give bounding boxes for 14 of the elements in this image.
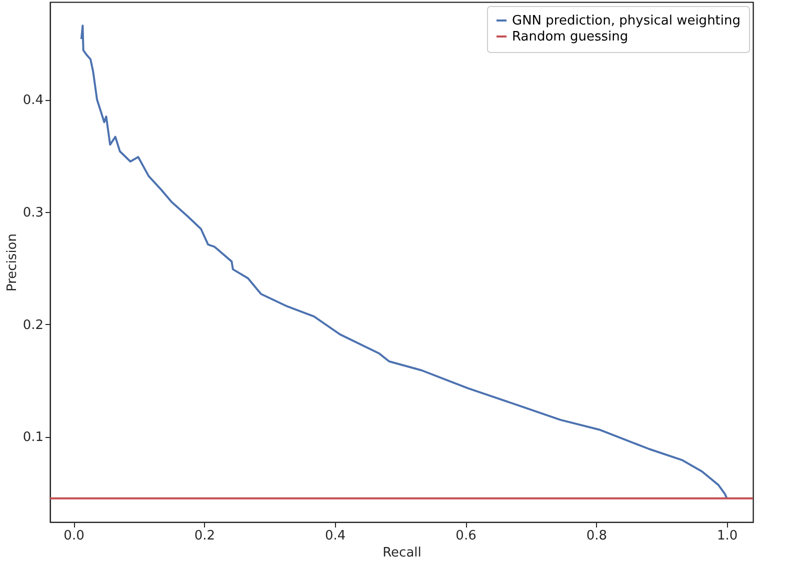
y-tick-label: 0.2 xyxy=(22,318,44,333)
y-tick-label: 0.4 xyxy=(22,93,44,108)
y-axis-title: Precision xyxy=(4,233,20,292)
legend-label: GNN prediction, physical weighting xyxy=(512,14,741,28)
y-tick-label: 0.3 xyxy=(22,206,44,221)
x-tick-label: 0.8 xyxy=(586,528,608,544)
x-axis-title: Recall xyxy=(382,546,422,560)
x-tick-label: 1.0 xyxy=(717,528,738,544)
x-tick-label: 0.2 xyxy=(194,528,216,544)
legend-label: Random guessing xyxy=(512,30,628,44)
x-tick-label: 0.4 xyxy=(325,528,346,544)
y-tick-label: 0.1 xyxy=(22,430,44,446)
x-tick-label: 0.6 xyxy=(456,528,476,544)
x-tick-label: 0.0 xyxy=(64,528,84,544)
